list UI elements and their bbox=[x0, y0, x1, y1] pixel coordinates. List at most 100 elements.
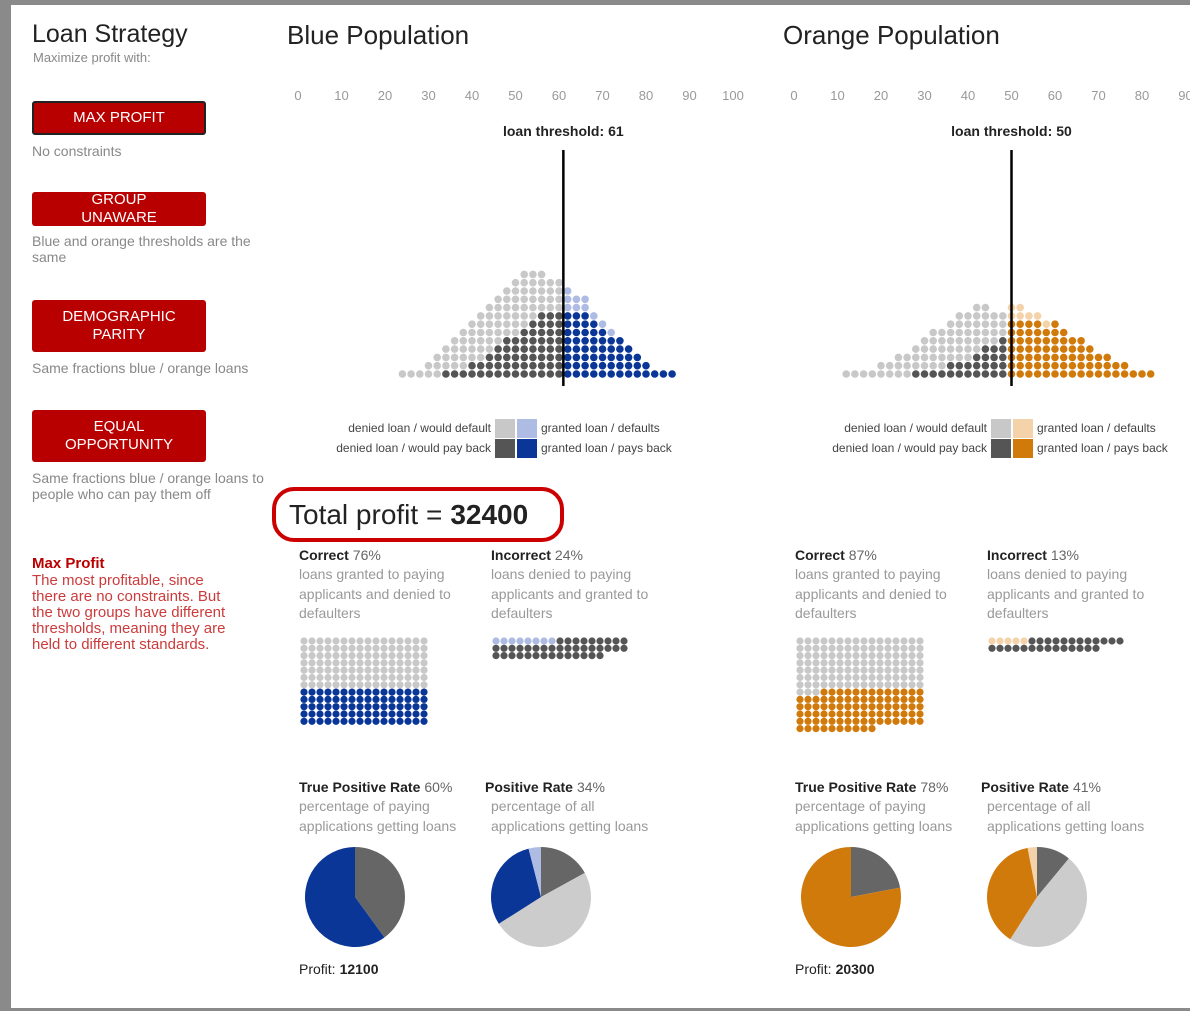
outcome-dot bbox=[300, 637, 308, 645]
histogram-dot bbox=[668, 370, 676, 378]
histogram-dot bbox=[964, 361, 972, 370]
legend-label: denied loan / would default bbox=[348, 421, 491, 435]
histogram-dot bbox=[537, 353, 546, 362]
strategy-button[interactable]: DEMOGRAPHIC PARITY bbox=[32, 300, 206, 352]
axis-tick-label: 80 bbox=[638, 88, 654, 103]
outcome-dot bbox=[860, 695, 868, 704]
outcome-dot bbox=[380, 673, 388, 682]
section-text: percentage of all applications getting l… bbox=[491, 798, 649, 834]
outcome-dot bbox=[908, 666, 916, 674]
histogram-dot bbox=[990, 337, 998, 345]
outcome-dot bbox=[332, 637, 340, 645]
outcome-dot bbox=[340, 673, 348, 682]
outcome-dot bbox=[1052, 644, 1060, 652]
outcome-dot bbox=[404, 644, 412, 652]
outcome-dot bbox=[380, 703, 388, 711]
outcome-dot bbox=[396, 652, 404, 660]
outcome-dot bbox=[820, 703, 828, 711]
histogram-dot bbox=[868, 370, 877, 378]
histogram-dot bbox=[476, 370, 485, 378]
outcome-dot bbox=[412, 703, 420, 711]
outcome-dot bbox=[412, 673, 420, 682]
outcome-dot bbox=[396, 659, 404, 667]
histogram-dot bbox=[581, 328, 589, 337]
threshold-label-text: loan threshold: bbox=[951, 123, 1053, 139]
outcome-dot bbox=[548, 637, 556, 645]
strategy-button[interactable]: EQUAL OPPORTUNITY bbox=[32, 410, 206, 462]
outcome-dot bbox=[356, 637, 364, 645]
outcome-dot bbox=[348, 673, 356, 682]
outcome-dot bbox=[412, 717, 420, 725]
histogram-dot bbox=[572, 320, 581, 329]
outcome-dot bbox=[876, 652, 884, 660]
histogram-dot bbox=[503, 287, 511, 295]
outcome-dot bbox=[812, 637, 820, 645]
outcome-dot bbox=[308, 659, 316, 667]
histogram-dot bbox=[650, 370, 659, 378]
histogram-dot bbox=[590, 361, 598, 370]
histogram-dot bbox=[1025, 370, 1033, 378]
outcome-dot bbox=[860, 666, 868, 674]
histogram-dot bbox=[503, 312, 511, 320]
histogram-dot bbox=[607, 361, 615, 370]
outcome-dot bbox=[588, 644, 596, 652]
outcome-dot bbox=[1076, 637, 1084, 645]
histogram-dot bbox=[485, 361, 494, 370]
histogram-dot bbox=[555, 312, 563, 320]
outcome-dot bbox=[836, 681, 844, 689]
histogram-dot bbox=[990, 353, 998, 362]
histogram-dot bbox=[529, 345, 537, 353]
outcome-dot bbox=[420, 644, 428, 652]
axis-tick-label: 40 bbox=[960, 88, 976, 103]
outcome-dot bbox=[876, 673, 884, 682]
outcome-dot bbox=[364, 659, 372, 667]
pie-slice bbox=[851, 847, 901, 897]
outcome-dot bbox=[388, 673, 396, 682]
outcome-dot bbox=[852, 637, 860, 645]
outcome-dot bbox=[404, 637, 412, 645]
outcome-dot bbox=[612, 644, 620, 652]
outcome-dot bbox=[412, 688, 420, 696]
histogram-dot bbox=[981, 303, 990, 312]
histogram-dot bbox=[1033, 370, 1042, 378]
strategy-button[interactable]: GROUP UNAWARE bbox=[32, 191, 206, 226]
legend-label: granted loan / pays back bbox=[541, 441, 672, 455]
outcome-dot bbox=[844, 644, 852, 652]
outcome-dot bbox=[1092, 637, 1100, 645]
histogram-dot bbox=[894, 353, 903, 362]
histogram-dot bbox=[999, 328, 1007, 337]
histogram-dot bbox=[598, 361, 607, 370]
histogram-dot bbox=[459, 370, 468, 378]
outcome-dot bbox=[908, 688, 916, 696]
outcome-dot bbox=[396, 681, 404, 689]
histogram-dot bbox=[616, 353, 624, 362]
strategy-button[interactable]: MAX PROFIT bbox=[32, 101, 206, 135]
histogram-dot bbox=[459, 337, 468, 345]
histogram-dot bbox=[563, 320, 572, 329]
histogram-dot bbox=[433, 370, 442, 378]
histogram-dot bbox=[1025, 337, 1033, 345]
outcome-dot bbox=[900, 695, 908, 704]
histogram-dot bbox=[468, 320, 476, 329]
histogram-dot bbox=[842, 370, 850, 378]
outcome-dot bbox=[876, 695, 884, 704]
histogram-dot bbox=[972, 312, 981, 320]
histogram-dot bbox=[912, 353, 920, 362]
histogram-dot bbox=[972, 337, 981, 345]
histogram-dot bbox=[537, 345, 546, 353]
outcome-dot bbox=[324, 652, 332, 660]
outcome-dot bbox=[836, 659, 844, 667]
outcome-dot bbox=[916, 666, 924, 674]
outcome-dot bbox=[340, 659, 348, 667]
histogram-dot bbox=[442, 370, 450, 378]
total-profit-value: 32400 bbox=[450, 498, 529, 530]
histogram-dot bbox=[990, 312, 998, 320]
outcome-dot bbox=[508, 644, 516, 652]
outcome-dot bbox=[420, 673, 428, 682]
histogram-dot bbox=[572, 337, 581, 345]
outcome-dot bbox=[860, 652, 868, 660]
outcome-dot bbox=[916, 717, 924, 725]
histogram-dot bbox=[1103, 353, 1111, 362]
outcome-dot bbox=[908, 659, 916, 667]
